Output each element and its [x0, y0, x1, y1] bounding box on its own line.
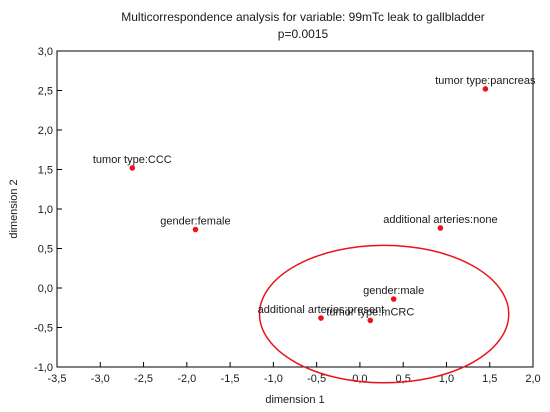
x-tick-label: -3,0: [91, 373, 110, 385]
x-tick-label: -2,0: [177, 373, 196, 385]
y-axis-label: dimension 2: [8, 179, 20, 238]
x-tick-label: 0,0: [352, 373, 367, 385]
x-tick-label: 1,5: [482, 373, 497, 385]
data-point: [437, 225, 444, 231]
point-label: gender:male: [363, 285, 424, 297]
data-point: [367, 317, 374, 324]
point-label: tumor type:CCC: [93, 154, 172, 166]
data-point: [482, 86, 489, 92]
data-point: [390, 296, 397, 302]
data-point: [192, 226, 199, 233]
point-label: additional arteries:present: [258, 304, 385, 316]
chart-title: Multicorrespondence analysis for variabl…: [121, 10, 485, 24]
y-tick-label: 1,5: [38, 165, 53, 177]
y-axis-ticks: -1,0 -0,5 0,0 0,5 1,0 1,5 2,0 2,5 3,0: [34, 46, 62, 374]
x-tick-label: -2,5: [134, 373, 153, 385]
plot-area: [56, 50, 534, 368]
point-label: tumor type:pancreas: [435, 75, 536, 87]
highlight-ellipse: [258, 244, 510, 384]
x-tick-label: -0,5: [307, 373, 326, 385]
y-tick-label: 1,0: [38, 204, 53, 216]
x-tick-label: 1,0: [439, 373, 454, 385]
y-tick-label: 2,5: [38, 86, 53, 98]
x-tick-label: -1,0: [264, 373, 283, 385]
data-point: [129, 165, 136, 171]
y-tick-label: -1,0: [34, 362, 53, 374]
x-tick-label: -3,5: [48, 373, 67, 385]
y-tick-label: 3,0: [38, 46, 53, 58]
point-label: gender:female: [160, 216, 230, 228]
point-label: additional arteries:none: [383, 214, 497, 226]
points-layer: tumor type:pancreas tumor type:CCC gender:…: [93, 75, 536, 324]
y-tick-label: 0,0: [38, 283, 53, 295]
x-tick-label: 0,5: [396, 373, 411, 385]
data-point: [318, 315, 324, 321]
y-tick-label: 2,0: [38, 125, 53, 137]
x-tick-label: -1,5: [221, 373, 240, 385]
x-tick-label: 2,0: [525, 373, 540, 385]
point-label: tumor type:mCRC: [326, 306, 414, 318]
ellipse-layer: [258, 244, 510, 384]
y-tick-label: -0,5: [34, 323, 53, 335]
x-axis-ticks: -3,5 -3,0 -2,5 -2,0 -1,5 -1,0 -0,5 0,0 0,5 1,0 1,5…: [48, 362, 541, 385]
chart-subtitle: p=0.0015: [278, 27, 329, 41]
y-tick-label: 0,5: [38, 244, 53, 256]
x-axis-label: dimension 1: [265, 394, 324, 406]
